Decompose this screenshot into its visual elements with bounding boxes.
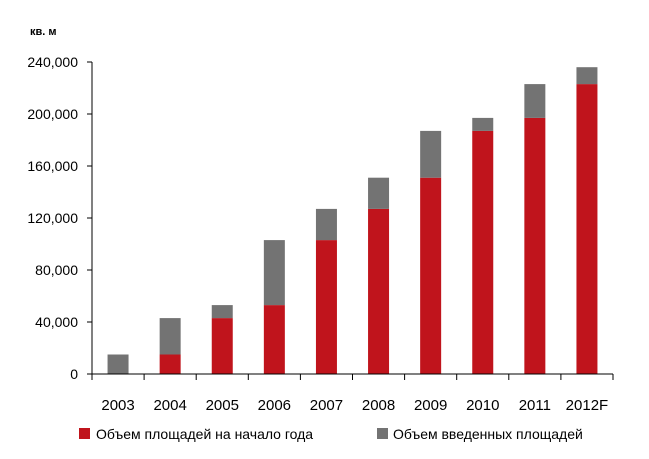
legend-label-0: Объем площадей на начало года	[96, 426, 313, 442]
bar-added-2005	[211, 305, 233, 319]
bar-added-2012F	[576, 67, 598, 85]
y-tick-label: 160,000	[27, 158, 78, 174]
x-tick-label: 2010	[466, 397, 499, 414]
x-tick-label: 2004	[153, 397, 186, 414]
bar-initial-2005	[211, 318, 233, 374]
bar-initial-2004	[159, 354, 181, 374]
bar-initial-2009	[420, 177, 442, 374]
bar-initial-2012F	[576, 84, 598, 374]
bar-initial-2006	[263, 305, 285, 374]
legend-swatch-0	[79, 428, 90, 439]
bar-initial-2011	[524, 117, 546, 375]
x-tick-label: 2003	[101, 397, 134, 414]
legend: Объем площадей на начало года Объем введ…	[79, 426, 583, 442]
y-tick-label: 120,000	[27, 210, 78, 226]
y-tick-label: 240,000	[27, 54, 78, 70]
bar-added-2007	[315, 208, 337, 241]
bar-added-2010	[472, 117, 494, 131]
y-tick-label: 0	[70, 366, 78, 382]
bar-initial-2010	[472, 130, 494, 374]
x-tick-label: 2011	[519, 397, 551, 414]
x-tick-label: 2008	[362, 397, 395, 414]
bar-added-2006	[263, 240, 285, 306]
x-tick-label: 2006	[258, 397, 291, 414]
y-axis-unit-label: кв. м	[30, 26, 57, 38]
legend-swatch-1	[377, 428, 388, 439]
bar-added-2003	[107, 354, 129, 374]
bar-added-2009	[420, 130, 442, 178]
x-tick-label: 2012F	[566, 397, 609, 414]
x-axis: 2003 2004 2005 2006 2007 2008 2009 2010 2011 2012…	[101, 397, 608, 414]
y-tick-label: 200,000	[27, 106, 78, 122]
bars	[107, 67, 598, 375]
y-tick-label: 40,000	[35, 314, 78, 330]
bar-initial-2008	[368, 208, 390, 374]
bar-added-2008	[368, 177, 390, 209]
bar-added-2004	[159, 318, 181, 355]
bar-initial-2007	[315, 240, 337, 374]
x-tick-label: 2009	[414, 397, 447, 414]
y-tick-label: 80,000	[35, 262, 78, 278]
x-tick-label: 2007	[310, 397, 343, 414]
axes	[91, 62, 614, 380]
x-tick-label: 2005	[206, 397, 239, 414]
bar-added-2011	[524, 84, 546, 118]
legend-label-1: Объем введенных площадей	[393, 426, 583, 442]
y-axis: 0 40,000 80,000 120,000 160,000 200,000 240,00…	[27, 54, 92, 382]
